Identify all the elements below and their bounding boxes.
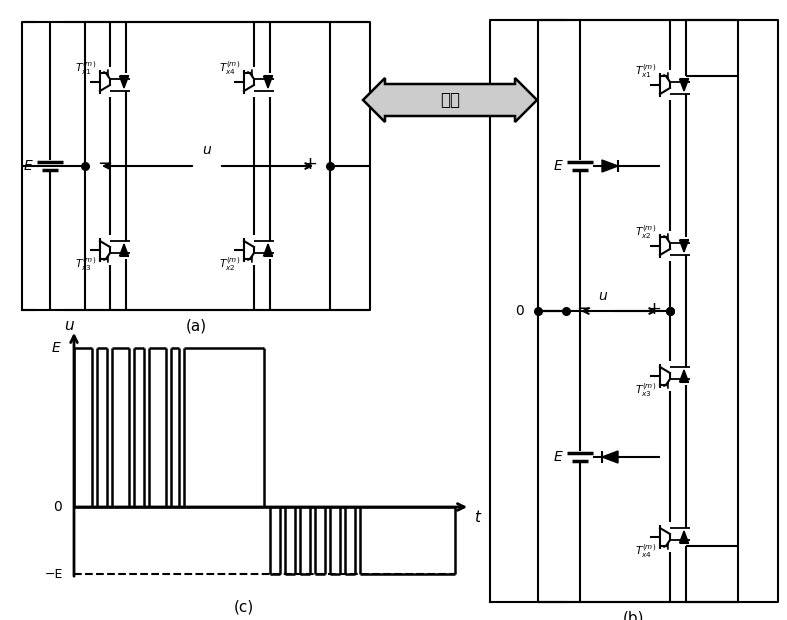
Text: 0: 0	[54, 500, 62, 514]
Text: $T_{x4}^{(m)}$: $T_{x4}^{(m)}$	[635, 542, 656, 560]
Polygon shape	[602, 451, 618, 463]
Polygon shape	[602, 160, 618, 172]
Text: u: u	[599, 289, 608, 303]
Text: $T_{x1}^{(m)}$: $T_{x1}^{(m)}$	[635, 62, 656, 80]
Text: E: E	[553, 159, 563, 173]
Text: $T_{x2}^{(m)}$: $T_{x2}^{(m)}$	[220, 255, 241, 273]
Text: (a): (a)	[186, 319, 206, 334]
Text: $T_{x4}^{(m)}$: $T_{x4}^{(m)}$	[220, 59, 241, 77]
Polygon shape	[264, 244, 272, 256]
Text: u: u	[202, 143, 212, 157]
Polygon shape	[679, 240, 689, 252]
Text: E: E	[553, 450, 563, 464]
Polygon shape	[363, 78, 537, 122]
Text: E: E	[52, 341, 61, 355]
Text: t: t	[474, 510, 480, 525]
Text: (b): (b)	[623, 611, 645, 620]
Text: $T_{x3}^{(m)}$: $T_{x3}^{(m)}$	[635, 381, 656, 399]
Polygon shape	[120, 244, 128, 256]
Text: 0: 0	[515, 304, 524, 318]
Polygon shape	[679, 531, 689, 543]
Text: 等效: 等效	[440, 91, 460, 109]
Text: (c): (c)	[234, 600, 253, 614]
Text: $T_{x2}^{(m)}$: $T_{x2}^{(m)}$	[635, 223, 656, 241]
Polygon shape	[120, 76, 128, 88]
Text: $T_{x1}^{(m)}$: $T_{x1}^{(m)}$	[76, 59, 97, 77]
Text: +: +	[646, 300, 662, 318]
Text: E: E	[24, 159, 32, 173]
Text: u: u	[65, 319, 74, 334]
Text: +: +	[302, 155, 317, 173]
Polygon shape	[264, 76, 272, 88]
Polygon shape	[679, 370, 689, 382]
Text: −: −	[576, 300, 592, 318]
Text: $T_{x3}^{(m)}$: $T_{x3}^{(m)}$	[76, 255, 97, 273]
Text: −E: −E	[45, 567, 63, 580]
Polygon shape	[679, 79, 689, 91]
Text: −: −	[98, 155, 113, 173]
